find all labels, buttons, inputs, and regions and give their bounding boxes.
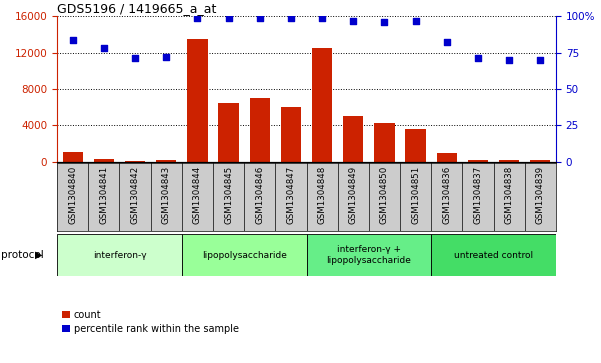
Bar (499, 160, 519, 162)
Bar (312, 48, 332, 162)
Bar (188, 39, 207, 162)
Bar (406, 129, 426, 162)
Text: GDS5196 / 1419665_a_at: GDS5196 / 1419665_a_at (57, 2, 216, 15)
Point (411, 18, 421, 24)
Text: ▶: ▶ (35, 250, 42, 260)
Legend: count, percentile rank within the sample: count, percentile rank within the sample (62, 310, 239, 334)
FancyBboxPatch shape (307, 234, 432, 276)
Bar (156, 160, 176, 162)
Point (349, 18, 358, 24)
Text: untreated control: untreated control (454, 250, 533, 260)
Bar (468, 160, 488, 162)
FancyBboxPatch shape (182, 234, 307, 276)
Bar (218, 102, 239, 162)
Bar (374, 123, 395, 162)
Text: lipopolysaccharide: lipopolysaccharide (202, 250, 287, 260)
Bar (437, 153, 457, 162)
Point (535, 57, 545, 63)
Bar (530, 160, 551, 162)
Point (473, 56, 483, 61)
Bar (63, 152, 83, 162)
Point (286, 15, 296, 21)
Point (380, 19, 389, 25)
Bar (249, 98, 270, 162)
Text: interferon-γ: interferon-γ (93, 250, 146, 260)
Point (504, 57, 514, 63)
Text: protocol: protocol (1, 250, 44, 260)
Point (68, 37, 78, 42)
Point (224, 15, 233, 21)
Point (130, 56, 140, 61)
Point (99, 45, 109, 51)
Bar (343, 116, 364, 162)
Text: interferon-γ +
lipopolysaccharide: interferon-γ + lipopolysaccharide (326, 245, 411, 265)
Point (162, 54, 171, 60)
Point (317, 15, 327, 21)
Bar (281, 107, 301, 162)
Point (192, 15, 202, 21)
FancyBboxPatch shape (57, 234, 182, 276)
Bar (125, 161, 145, 162)
FancyBboxPatch shape (432, 234, 556, 276)
Bar (94, 159, 114, 162)
Point (442, 40, 451, 45)
Point (255, 15, 264, 21)
